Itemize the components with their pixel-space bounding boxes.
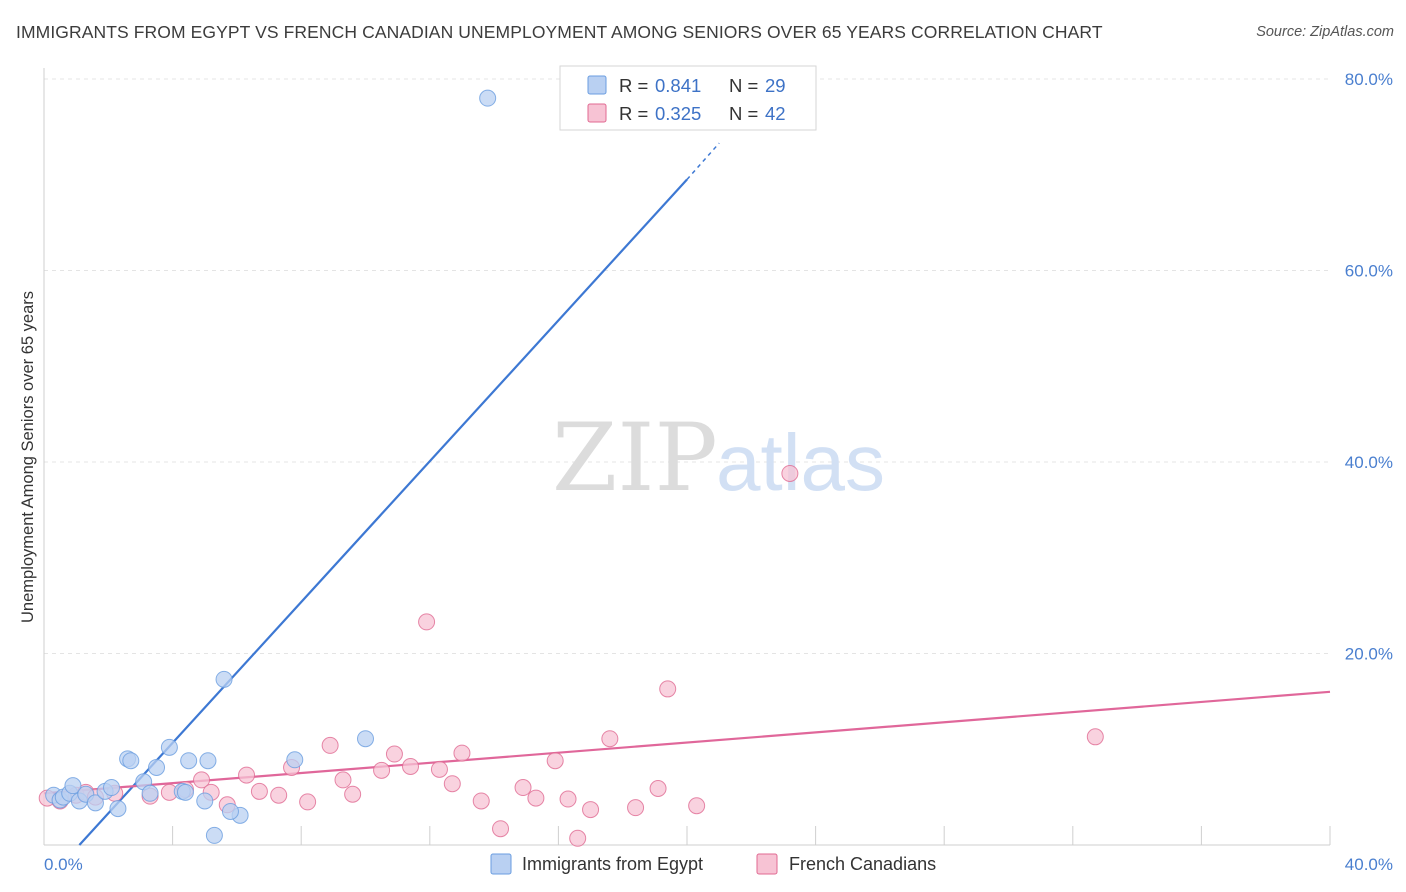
watermark-zip: ZIP [552,404,718,513]
data-point-french [514,779,532,797]
data-point-french [193,771,211,789]
data-point-egypt [196,792,214,810]
data-point-french [601,730,619,748]
data-point-egypt [109,800,127,818]
y-tick-label: 60.0% [1345,262,1393,281]
watermark: ZIP atlas [552,404,885,513]
data-point-french [270,786,288,804]
axes: 20.0% 40.0% 60.0% 80.0% 0.0% 40.0% [43,68,1393,874]
data-point-french [688,797,706,815]
legend-r-value-french: 0.325 [655,103,701,124]
data-point-egypt [479,89,497,107]
series-legend-swatch-egypt [490,853,512,875]
legend-r-label-egypt: R = [619,75,648,96]
data-point-egypt [180,752,198,770]
legend-n-value-french: 42 [765,103,786,124]
trend-line-extension-egypt [686,142,720,181]
source-credit: Source: ZipAtlas.com [1256,24,1394,40]
data-point-french [472,792,490,810]
data-point-egypt [86,794,104,812]
data-point-egypt [122,752,140,770]
y-axis-label: Unemployment Among Seniors over 65 years [19,291,37,623]
legend-n-value-egypt: 29 [765,75,786,96]
data-point-egypt [357,730,374,748]
data-point-egypt [215,670,233,688]
legend-n-label-french: N = [729,103,758,124]
data-point-egypt [64,777,82,795]
data-point-french [527,789,545,807]
y-tick-label: 80.0% [1345,70,1393,89]
legend-r-value-egypt: 0.841 [655,75,701,96]
legend-swatch-egypt [587,75,607,95]
trend-lines [43,142,1331,846]
trend-line-egypt [78,178,688,846]
series-legend-swatch-french [756,853,778,875]
data-point-french [781,464,799,482]
data-point-french [1086,728,1104,746]
data-point-french [250,782,268,800]
x-tick-label: 0.0% [44,855,83,874]
data-point-french [373,761,391,779]
legend-n-label-egypt: N = [729,75,758,96]
data-point-french [344,785,362,803]
series-legend: Immigrants from Egypt French Canadians [490,853,936,875]
data-point-french [627,799,645,817]
data-point-french [569,829,587,847]
data-point-egypt [205,826,223,844]
data-point-french [453,744,471,762]
data-point-french [238,766,256,784]
data-point-french [659,680,677,698]
grid [44,78,1330,654]
data-point-french [385,745,403,763]
data-point-egypt [148,758,166,776]
data-point-french [430,760,448,778]
legend-swatch-french [587,103,607,123]
data-point-french [649,780,667,798]
watermark-atlas: atlas [716,418,885,507]
stats-legend: R = 0.841 N = 29 R = 0.325 N = 42 [559,65,817,131]
chart-title: IMMIGRANTS FROM EGYPT VS FRENCH CANADIAN… [16,22,1103,42]
data-point-egypt [141,784,159,802]
data-point-french [443,775,461,793]
y-tick-label: 40.0% [1345,453,1393,472]
series-legend-label-egypt: Immigrants from Egypt [522,854,703,874]
data-point-french [334,771,352,789]
data-point-egypt [221,802,239,820]
data-point-egypt [176,783,194,801]
data-point-french [418,613,436,631]
data-point-egypt [199,752,217,770]
legend-r-label-french: R = [619,103,648,124]
y-tick-label: 20.0% [1345,645,1393,664]
data-point-egypt [160,738,178,756]
trend-line-french [43,690,1331,795]
data-point-french [582,801,600,819]
data-point-french [546,752,564,770]
data-point-french [321,736,339,754]
data-point-french [402,757,420,775]
series-legend-label-french: French Canadians [789,854,936,874]
x-tick-label: 40.0% [1345,855,1393,874]
data-point-french [492,820,510,838]
data-point-egypt [103,779,121,797]
data-point-french [299,793,317,811]
data-points [38,89,1104,847]
data-point-french [559,790,577,808]
data-point-egypt [286,751,304,769]
